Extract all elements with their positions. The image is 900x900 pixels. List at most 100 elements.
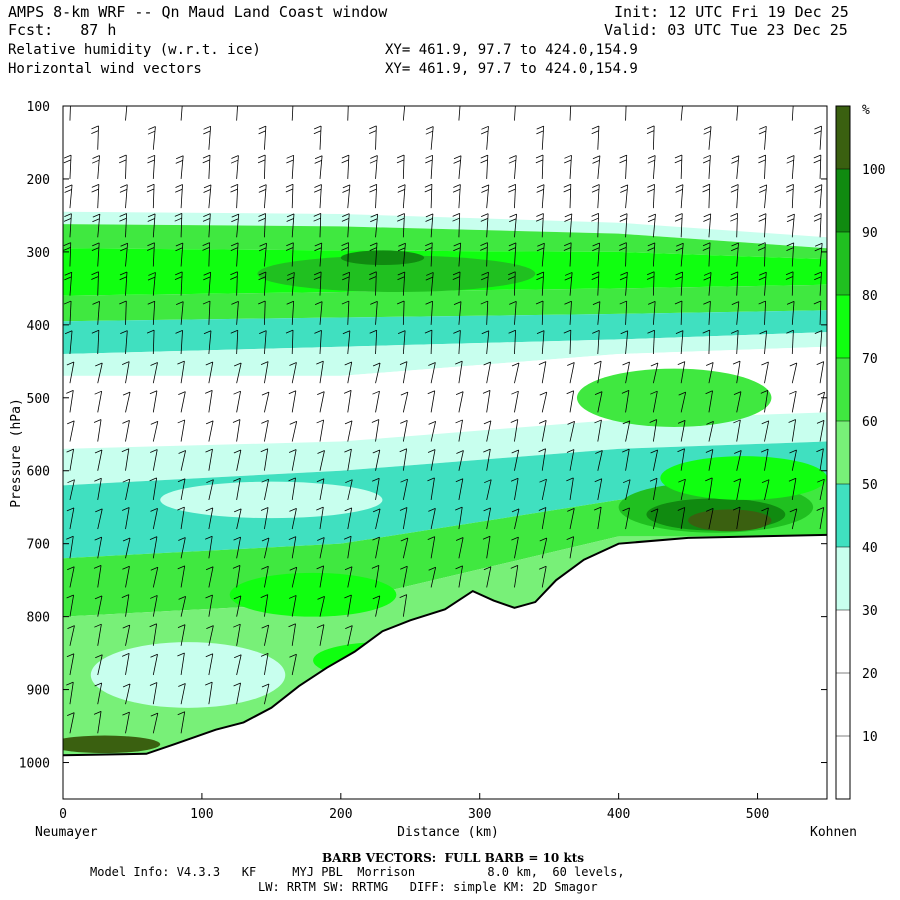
wind-barb xyxy=(647,183,655,209)
wind-barb xyxy=(314,155,323,179)
barb-flag xyxy=(122,478,130,483)
wind-barb xyxy=(731,155,740,179)
barb-staff xyxy=(514,362,520,384)
barb-flag xyxy=(786,155,795,159)
wind-barb xyxy=(371,565,380,588)
barb-staff xyxy=(69,712,75,734)
barb-flag xyxy=(345,625,353,629)
barb-staff xyxy=(625,420,631,442)
barb-flag xyxy=(535,159,544,164)
wind-barb xyxy=(288,390,297,413)
barb-staff xyxy=(541,243,545,267)
barb-flag xyxy=(120,242,128,247)
barb-flag xyxy=(453,102,460,105)
barb-staff xyxy=(625,184,629,209)
barb-flag xyxy=(539,419,547,424)
barb-flag xyxy=(591,217,599,222)
wind-barb xyxy=(816,419,825,442)
barb-flag xyxy=(176,301,184,305)
barb-flag xyxy=(63,242,71,246)
wind-barb xyxy=(203,330,212,355)
barb-staff xyxy=(264,594,269,617)
barb-flag xyxy=(647,183,655,188)
barb-flag xyxy=(619,154,627,159)
wind-barb xyxy=(66,361,75,384)
wind-barb xyxy=(594,391,603,413)
barb-flag xyxy=(591,213,599,217)
barb-flag xyxy=(289,566,297,571)
wind-barb xyxy=(396,154,405,179)
barb-staff xyxy=(97,242,100,267)
wind-barb xyxy=(813,154,822,179)
barb-staff xyxy=(708,272,712,296)
barb-flag xyxy=(399,361,408,365)
wind-barb xyxy=(734,450,742,471)
wind-barb xyxy=(175,330,183,355)
barb-staff xyxy=(569,106,572,121)
barb-flag xyxy=(702,188,710,193)
barb-flag xyxy=(400,391,409,396)
wind-barb xyxy=(370,213,379,238)
barb-flag xyxy=(674,159,682,164)
barb-flag xyxy=(341,242,349,246)
wind-barb xyxy=(202,242,211,267)
wind-barb xyxy=(508,242,517,267)
barb-flag xyxy=(678,478,686,483)
barb-flag xyxy=(206,479,214,484)
barb-flag xyxy=(760,389,768,394)
barb-staff xyxy=(264,243,267,267)
barb-staff xyxy=(69,242,72,267)
barb-flag xyxy=(147,213,156,218)
barb-staff xyxy=(291,106,294,121)
wind-barb xyxy=(399,361,408,384)
barb-staff xyxy=(680,213,683,238)
barb-flag xyxy=(594,419,602,424)
wind-barb xyxy=(427,536,436,559)
barb-staff xyxy=(125,479,131,500)
barb-staff xyxy=(180,683,186,705)
barb-staff xyxy=(514,419,519,442)
barb-staff xyxy=(708,449,714,471)
barb-flag xyxy=(341,154,350,159)
wind-barb xyxy=(341,300,350,325)
barb-staff xyxy=(541,330,545,355)
barb-flag xyxy=(286,276,295,281)
barb-flag xyxy=(483,420,492,425)
wind-barb xyxy=(736,106,739,121)
barb-flag xyxy=(314,184,322,188)
wind-barb xyxy=(317,596,325,617)
barb-flag xyxy=(205,448,213,453)
barb-staff xyxy=(430,362,436,384)
barb-flag xyxy=(786,247,794,251)
barb-flag xyxy=(481,184,489,189)
barb-flag xyxy=(233,623,241,628)
barb-flag xyxy=(66,681,74,686)
wind-barb xyxy=(121,507,130,530)
wind-barb xyxy=(258,242,267,267)
colorbar-label: 30 xyxy=(862,604,878,619)
barb-flag xyxy=(261,683,270,688)
wind-barb xyxy=(122,391,131,413)
barb-flag xyxy=(342,276,350,281)
barb-staff xyxy=(541,448,546,471)
wind-barb xyxy=(705,390,713,413)
barb-flag xyxy=(452,276,460,281)
barb-flag xyxy=(314,242,322,247)
barb-staff xyxy=(764,390,769,413)
barb-flag xyxy=(205,507,213,512)
barb-flag xyxy=(178,391,186,396)
barb-flag xyxy=(285,247,294,251)
barb-flag xyxy=(563,183,571,188)
barb-staff xyxy=(69,184,73,209)
barb-staff xyxy=(125,566,130,588)
barb-staff xyxy=(264,184,267,209)
wind-barb xyxy=(119,213,128,238)
barb-staff xyxy=(652,419,658,442)
wind-barb xyxy=(622,420,631,442)
barb-staff xyxy=(152,213,156,238)
wind-barb xyxy=(400,391,409,413)
barb-staff xyxy=(541,213,544,238)
barb-staff xyxy=(97,271,99,296)
barb-flag xyxy=(372,595,380,600)
barb-staff xyxy=(402,243,406,267)
